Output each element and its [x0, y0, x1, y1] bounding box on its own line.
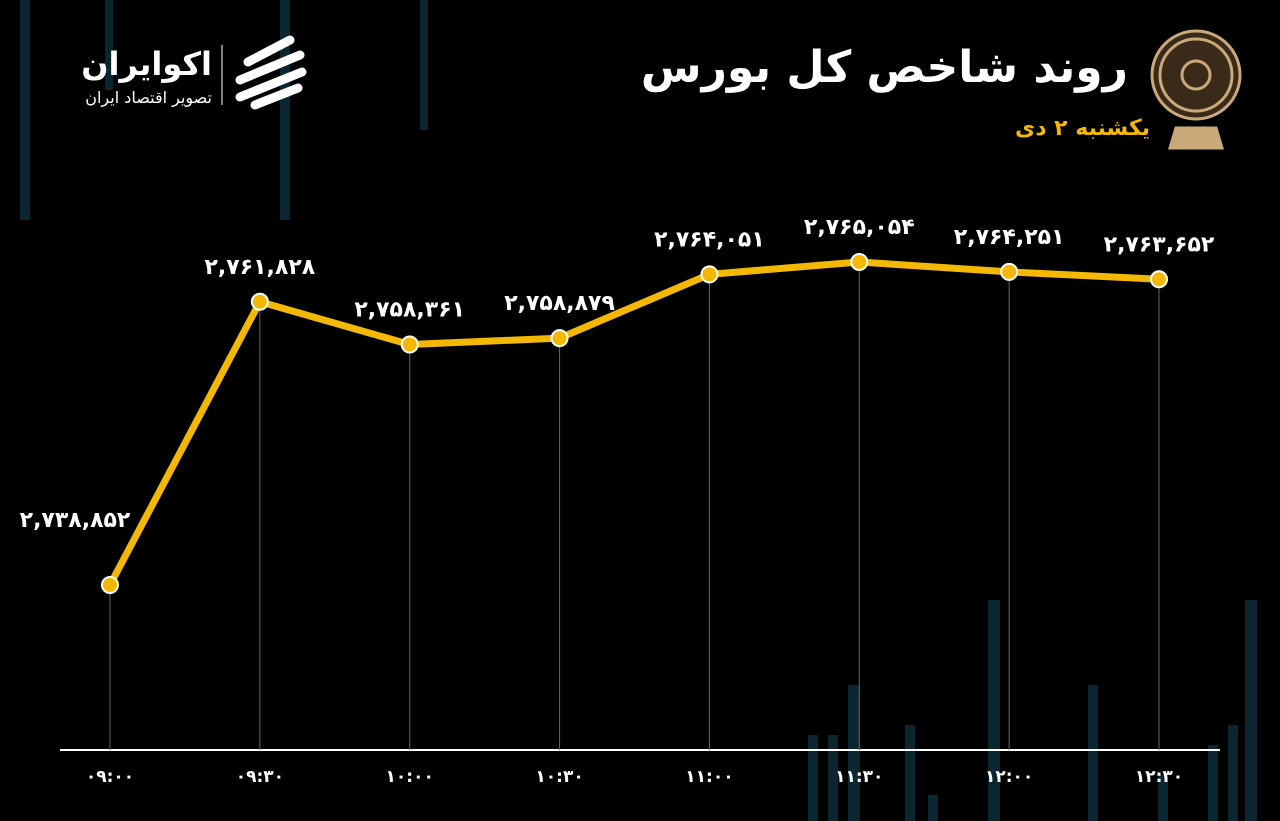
chart-subtitle: یکشنبه ۲ دی: [1015, 116, 1150, 141]
point: [400, 335, 419, 354]
value-label: ۲,۷۶۴,۰۵۱: [654, 227, 765, 252]
x-tick-label: ۱۰:۰۰: [386, 767, 434, 787]
x-tick-label: ۱۱:۳۰: [835, 767, 883, 787]
chart-title: روند شاخص کل بورس: [641, 42, 1128, 93]
point: [550, 329, 569, 348]
point: [250, 292, 269, 311]
point: [700, 265, 719, 284]
point: [850, 253, 869, 271]
value-label: ۲,۷۶۴,۲۵۱: [954, 225, 1065, 250]
x-tick-label: ۱۲:۳۰: [1135, 767, 1183, 787]
point: [1000, 262, 1019, 281]
x-tick-label: ۱۱:۰۰: [685, 767, 733, 787]
point: [101, 576, 119, 594]
point: [1150, 270, 1168, 289]
value-label: ۲,۷۶۳,۶۵۲: [1104, 232, 1215, 257]
value-label: ۲,۷۶۵,۰۵۴: [804, 215, 915, 240]
x-tick-label: ۰۹:۰۰: [86, 767, 134, 787]
value-label: ۲,۷۵۸,۳۶۱: [354, 298, 465, 323]
value-label: ۲,۷۳۸,۸۵۲: [20, 508, 131, 533]
brand-logo: [235, 35, 307, 110]
brand-name: اکوایران: [81, 45, 212, 83]
decor-bars: [20, 0, 1257, 821]
value-label: ۲,۷۶۱,۸۲۸: [204, 255, 315, 280]
x-tick-label: ۱۲:۰۰: [985, 767, 1033, 787]
emblem: [1150, 29, 1242, 150]
line: [106, 258, 1160, 587]
brand-tagline: تصویر اقتصاد ایران: [85, 88, 212, 108]
x-tick-label: ۱۰:۳۰: [535, 767, 583, 787]
x-tick-label: ۰۹:۳۰: [236, 767, 284, 787]
value-label: ۲,۷۵۸,۸۷۹: [504, 291, 615, 316]
